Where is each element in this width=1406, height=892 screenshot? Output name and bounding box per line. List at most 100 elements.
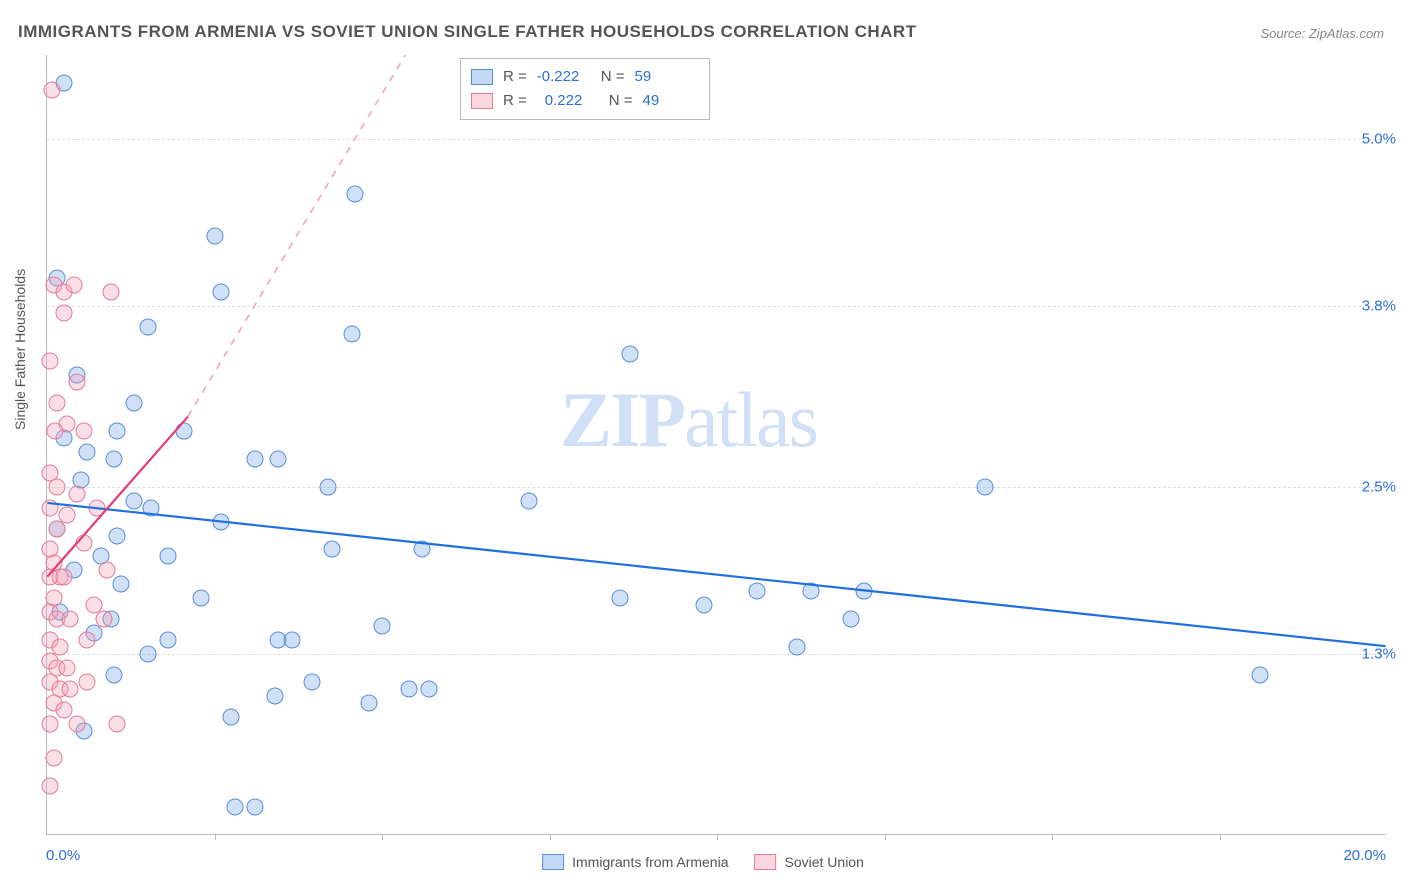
point-soviet: [49, 395, 66, 412]
point-armenia: [856, 583, 873, 600]
correlation-legend: R = -0.222 N = 59 R = 0.222 N = 49: [460, 58, 710, 120]
point-armenia: [206, 228, 223, 245]
point-soviet: [42, 778, 59, 795]
y-tick-label: 2.5%: [1362, 478, 1396, 495]
x-tick-mark: [717, 834, 718, 840]
point-armenia: [142, 499, 159, 516]
point-armenia: [521, 492, 538, 509]
point-armenia: [79, 443, 96, 460]
gridline: [47, 139, 1386, 140]
n-label: N =: [601, 65, 625, 89]
point-armenia: [802, 583, 819, 600]
point-soviet: [49, 520, 66, 537]
x-tick-mark: [215, 834, 216, 840]
r-value-soviet: 0.222: [537, 89, 599, 113]
point-armenia: [374, 618, 391, 635]
point-soviet: [62, 611, 79, 628]
point-armenia: [246, 450, 263, 467]
point-armenia: [139, 645, 156, 662]
x-tick-mark: [1220, 834, 1221, 840]
n-label: N =: [609, 89, 633, 113]
point-armenia: [106, 450, 123, 467]
point-armenia: [266, 687, 283, 704]
point-soviet: [59, 659, 76, 676]
point-soviet: [69, 485, 86, 502]
point-soviet: [79, 632, 96, 649]
point-soviet: [55, 701, 72, 718]
series-legend: Immigrants from Armenia Soviet Union: [542, 854, 864, 870]
point-soviet: [75, 423, 92, 440]
point-soviet: [47, 423, 64, 440]
point-armenia: [343, 325, 360, 342]
point-soviet: [99, 562, 116, 579]
point-armenia: [320, 478, 337, 495]
point-soviet: [62, 680, 79, 697]
x-tick-mark: [1052, 834, 1053, 840]
x-tick-mark: [550, 834, 551, 840]
point-armenia: [347, 186, 364, 203]
r-label: R =: [503, 89, 527, 113]
trend-lines-layer: [47, 55, 1386, 834]
x-axis-min-label: 0.0%: [46, 847, 80, 864]
legend-label: Immigrants from Armenia: [572, 854, 728, 870]
point-armenia: [213, 513, 230, 530]
swatch-blue: [471, 69, 493, 85]
point-soviet: [55, 304, 72, 321]
swatch-pink: [471, 93, 493, 109]
point-armenia: [223, 708, 240, 725]
point-soviet: [45, 750, 62, 767]
chart-title: IMMIGRANTS FROM ARMENIA VS SOVIET UNION …: [18, 22, 917, 42]
n-value-soviet: 49: [643, 89, 697, 113]
legend-item-soviet: Soviet Union: [754, 854, 863, 870]
y-tick-label: 1.3%: [1362, 645, 1396, 662]
r-value-armenia: -0.222: [537, 65, 591, 89]
plot-area: [46, 55, 1386, 835]
point-armenia: [112, 576, 129, 593]
gridline: [47, 654, 1386, 655]
point-armenia: [789, 638, 806, 655]
point-armenia: [303, 673, 320, 690]
point-soviet: [42, 499, 59, 516]
x-axis-max-label: 20.0%: [1343, 847, 1386, 864]
n-value-armenia: 59: [635, 65, 689, 89]
point-soviet: [79, 673, 96, 690]
swatch-blue: [542, 854, 564, 870]
point-armenia: [213, 283, 230, 300]
point-armenia: [749, 583, 766, 600]
point-armenia: [106, 666, 123, 683]
point-armenia: [420, 680, 437, 697]
point-soviet: [75, 534, 92, 551]
y-tick-label: 3.8%: [1362, 297, 1396, 314]
point-armenia: [977, 478, 994, 495]
point-armenia: [611, 590, 628, 607]
point-soviet: [102, 283, 119, 300]
x-tick-mark: [382, 834, 383, 840]
y-tick-label: 5.0%: [1362, 130, 1396, 147]
point-armenia: [193, 590, 210, 607]
point-armenia: [126, 492, 143, 509]
point-armenia: [109, 527, 126, 544]
point-armenia: [226, 799, 243, 816]
point-soviet: [42, 715, 59, 732]
legend-item-armenia: Immigrants from Armenia: [542, 854, 728, 870]
point-armenia: [323, 541, 340, 558]
legend-row-soviet: R = 0.222 N = 49: [471, 89, 697, 113]
point-armenia: [246, 799, 263, 816]
point-soviet: [69, 374, 86, 391]
point-soviet: [59, 506, 76, 523]
legend-row-armenia: R = -0.222 N = 59: [471, 65, 697, 89]
point-armenia: [414, 541, 431, 558]
r-label: R =: [503, 65, 527, 89]
point-soviet: [55, 569, 72, 586]
point-soviet: [42, 353, 59, 370]
point-soviet: [95, 611, 112, 628]
point-armenia: [283, 632, 300, 649]
point-soviet: [65, 276, 82, 293]
point-soviet: [69, 715, 86, 732]
point-armenia: [360, 694, 377, 711]
point-armenia: [270, 450, 287, 467]
point-armenia: [621, 346, 638, 363]
point-armenia: [159, 548, 176, 565]
point-soviet: [89, 499, 106, 516]
point-soviet: [44, 81, 61, 98]
